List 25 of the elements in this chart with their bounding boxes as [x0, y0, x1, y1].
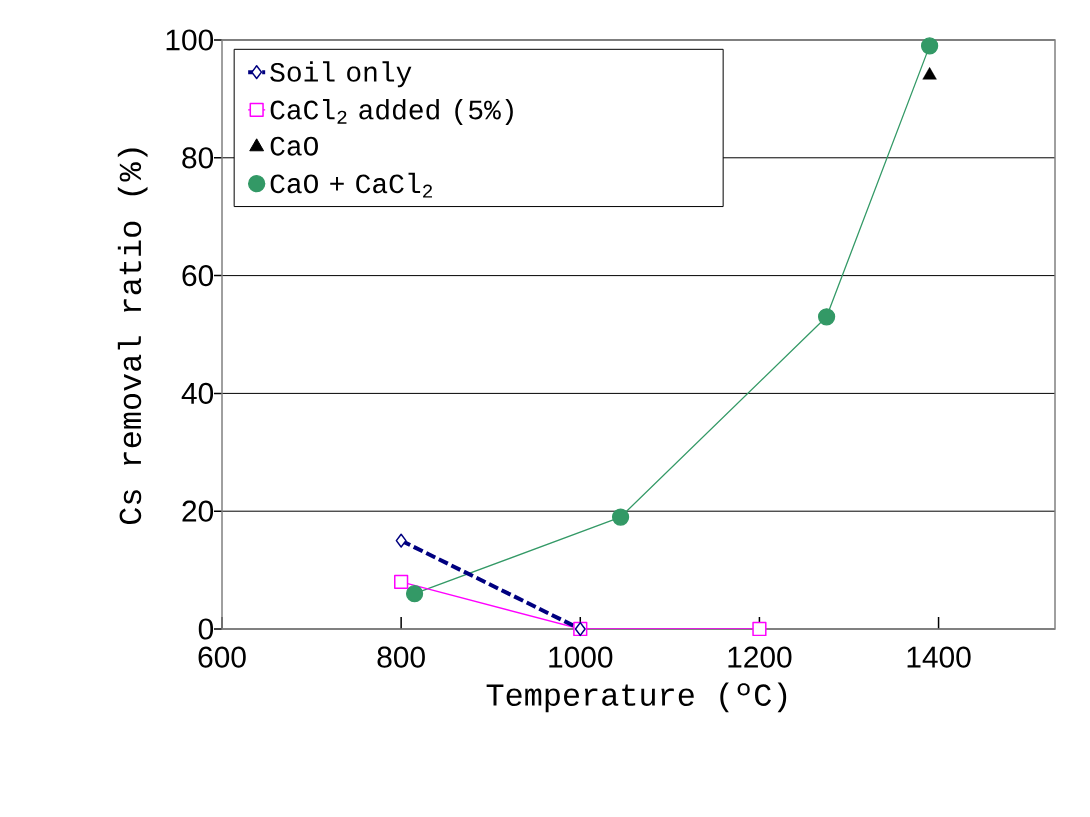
x-tick-label: 1400 [907, 646, 971, 668]
y-tick-label: 60 [182, 265, 214, 287]
x-tick-label: 600 [198, 646, 246, 668]
point [394, 574, 409, 589]
x-tick-label: 1200 [728, 646, 792, 668]
point [920, 37, 939, 55]
y-axis-title: Cs removal ratio (%) [117, 148, 148, 525]
point [395, 533, 407, 548]
point [405, 585, 424, 603]
y-tick-label: 0 [198, 618, 214, 640]
point [922, 67, 937, 80]
legend-label: CaO + CaCl$_{2}$ [270, 172, 433, 198]
x-tick-label: 1000 [549, 646, 613, 668]
y-tick-label: 40 [181, 382, 214, 404]
y-tick-label: 20 [182, 500, 214, 522]
point [817, 308, 836, 326]
point [752, 621, 767, 637]
legend-label: CaO [270, 136, 318, 156]
x-tick-label: 800 [377, 646, 425, 668]
y-tick-label: 100 [166, 29, 214, 51]
y-tick-label: 80 [182, 147, 214, 169]
x-axis-title: Temperature (ºC) [486, 682, 787, 713]
legend-label: CaCl$_{2}$ added (5%) [270, 99, 513, 126]
point [611, 508, 630, 526]
legend-label: Soil only [270, 61, 412, 88]
